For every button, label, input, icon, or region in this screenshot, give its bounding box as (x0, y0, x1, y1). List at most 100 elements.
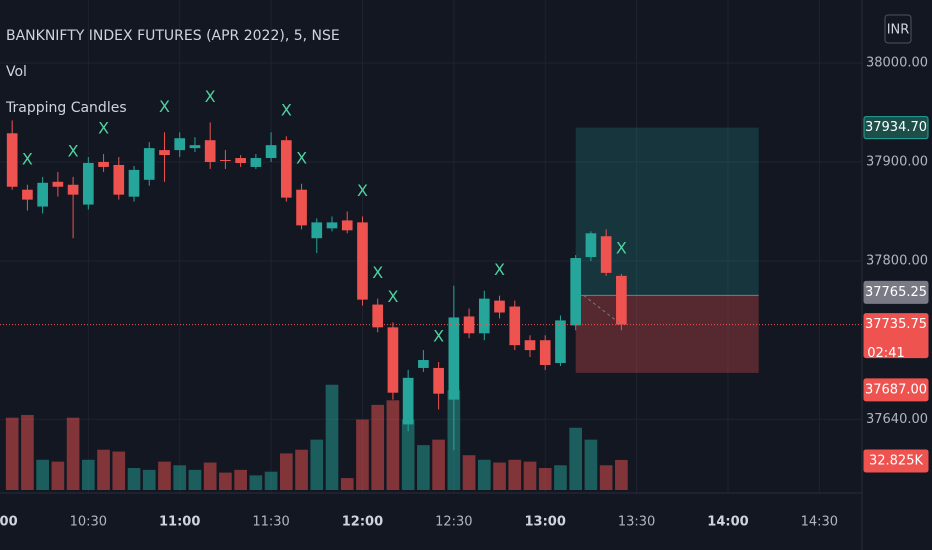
candle-body (220, 160, 231, 162)
candle-body (372, 304, 384, 328)
volume-bar (203, 462, 217, 490)
trap-marker: X (494, 260, 505, 279)
candle-body (189, 145, 201, 149)
last-price-label-box (863, 313, 929, 359)
volume-bar (462, 455, 476, 490)
candle-body (52, 181, 64, 187)
currency[interactable]: INR (887, 23, 910, 38)
volume-bar (386, 400, 400, 490)
volume-bar (508, 459, 522, 490)
volume-bar (234, 469, 247, 490)
volume-bar (310, 439, 324, 490)
volume-label: 32.825K (869, 453, 923, 468)
candle-body (37, 182, 48, 207)
candle-body (585, 233, 597, 258)
candle-body (98, 161, 109, 167)
volume-bar (66, 417, 80, 490)
candle-body (524, 340, 536, 351)
candle-body (616, 275, 627, 325)
y-tick-label: 37900.00 (866, 154, 928, 169)
volume-bar (325, 384, 339, 490)
x-tick-label: 14:30 (801, 515, 838, 530)
candle-body (250, 158, 262, 167)
trap-marker: X (387, 287, 398, 306)
volume-bar (127, 468, 141, 490)
volume-bar (417, 445, 430, 490)
trap-marker: X (68, 141, 79, 160)
volume-bar (554, 465, 567, 490)
volume-bar (493, 462, 506, 490)
last-price-label: 37735.75 (865, 317, 927, 332)
candle-body (67, 184, 79, 195)
volume-bar (142, 469, 156, 490)
candle-body (402, 377, 414, 425)
target-label: 37934.70 (865, 120, 927, 135)
indicator-label: Trapping Candles (5, 100, 127, 116)
trap-marker: X (296, 148, 307, 167)
candle-body (555, 320, 566, 363)
stop-label: 37687.00 (865, 382, 927, 397)
candle-body (357, 222, 368, 300)
countdown: 02:41 (867, 346, 904, 361)
volume-bar (51, 461, 65, 490)
volume-bar (219, 472, 232, 490)
volume-bar (82, 459, 95, 490)
volume-bar (584, 439, 598, 490)
volume-bar (188, 469, 202, 490)
stop-label-box (863, 378, 929, 402)
candle-body (128, 169, 140, 197)
candle-body (418, 360, 429, 368)
volume-bar (97, 449, 110, 490)
currency-box[interactable] (884, 14, 912, 44)
volume-bar (401, 419, 415, 490)
candle-body (296, 189, 307, 226)
x-tick-label: 11:00 (159, 515, 200, 530)
trap-marker: X (98, 119, 109, 138)
candle-body (6, 133, 18, 187)
stop-zone (575, 295, 759, 373)
volume-bar (599, 465, 613, 490)
trap-marker: X (433, 327, 444, 346)
y-tick-label: 37640.00 (866, 412, 928, 427)
trap-marker: X (357, 181, 368, 200)
candle-body (235, 158, 246, 163)
target-label-box (863, 116, 929, 140)
candle-body (448, 317, 460, 400)
x-tick-label: 10:30 (70, 515, 107, 530)
volume-bar (340, 478, 354, 490)
entry-label: 37765.25 (865, 285, 927, 300)
volume-bar (158, 461, 171, 490)
volume-bar (249, 475, 263, 490)
trap-marker: X (372, 263, 383, 282)
candle-body (311, 222, 323, 239)
candle-body (159, 150, 170, 156)
candle-body (341, 220, 353, 231)
x-tick-label: 12:00 (342, 515, 383, 530)
volume-bar (477, 459, 491, 490)
trap-marker: X (22, 149, 33, 168)
candle-body (387, 327, 399, 393)
entry-label-box (863, 280, 929, 304)
y-tick-label: 38000.00 (866, 55, 928, 70)
candle-body (113, 164, 125, 195)
volume-bar (264, 471, 278, 490)
trap-marker: X (205, 87, 216, 106)
entry-link (583, 295, 622, 326)
x-tick-label: 12:30 (435, 515, 472, 530)
volume-bar (523, 461, 537, 490)
candle-body (463, 316, 475, 334)
volume-bar (371, 404, 385, 490)
candle-body (326, 222, 338, 229)
y-tick-label: 37800.00 (866, 254, 928, 269)
volume-bar (432, 439, 445, 490)
x-tick-label: 14:00 (707, 515, 748, 530)
volume-bar (112, 451, 126, 490)
trap-marker: X (616, 238, 627, 257)
x-tick-label: 10:00 (0, 515, 18, 530)
candle-body (494, 300, 505, 313)
volume-bar (615, 459, 628, 490)
volume-bar (21, 414, 34, 490)
trap-marker: X (159, 97, 170, 116)
volume-bar (295, 449, 308, 490)
x-tick-label: 13:30 (618, 515, 655, 530)
